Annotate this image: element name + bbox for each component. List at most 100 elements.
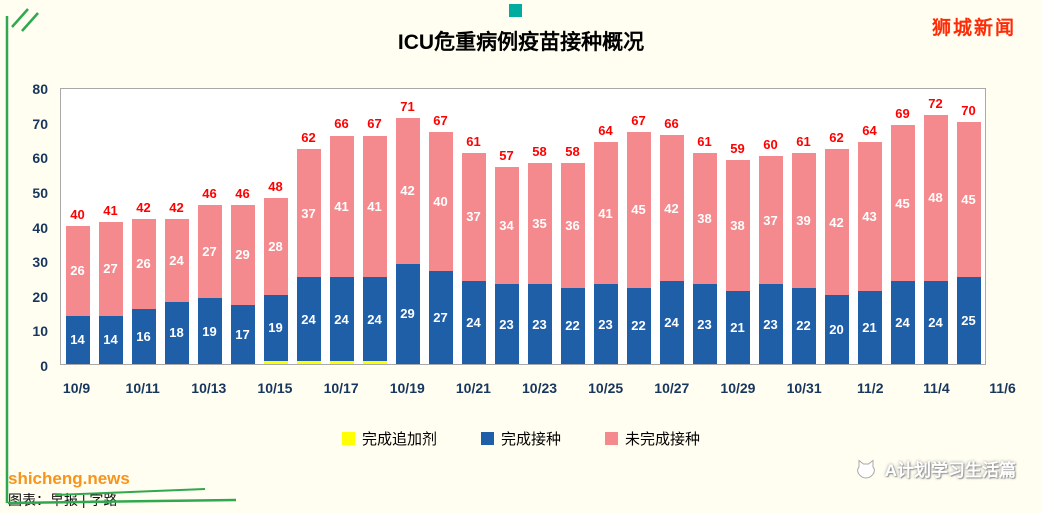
segment-未完成接种: 34: [494, 166, 519, 285]
legend-item: 未完成接种: [605, 428, 700, 449]
segment-未完成接种: 41: [329, 135, 354, 278]
bar-slot-10/12: 18 24 42: [160, 89, 193, 364]
y-tick-label: 50: [32, 184, 48, 201]
watermark: shicheng.news: [8, 469, 130, 488]
segment-完成接种: 23: [692, 284, 717, 364]
segment-未完成接种: 38: [725, 159, 750, 292]
stacked-bar: 14 27: [98, 222, 123, 364]
segment-未完成接种: 35: [527, 163, 552, 285]
bar-slot-11/2: 21 43 64: [853, 89, 886, 364]
segment-完成接种: 20: [824, 294, 849, 364]
segment-未完成接种: 39: [791, 152, 816, 288]
legend-swatch: [341, 432, 355, 445]
segment-未完成接种: 45: [890, 125, 915, 281]
bar-total-label: 46: [235, 185, 250, 201]
bar-slot-10/27: 24 42 66: [655, 89, 688, 364]
bar-total-label: 40: [70, 206, 85, 222]
bar-slot-10/21: 24 37 61: [457, 89, 490, 364]
legend-label: 完成追加剂: [361, 431, 437, 448]
segment-未完成接种: 28: [263, 197, 288, 295]
bar-total-label: 57: [499, 147, 514, 163]
bar-slot-10/23: 23 35 58: [523, 89, 556, 364]
bar-slot-10/19: 29 42 71: [391, 89, 424, 364]
bar-total-label: 72: [928, 95, 943, 111]
bar-total-label: 64: [862, 123, 877, 139]
segment-完成接种: 14: [65, 315, 90, 364]
segment-完成接种: 23: [527, 284, 552, 364]
y-tick-label: 80: [32, 81, 48, 97]
bar-slot-10/10: 14 27 41: [94, 89, 127, 364]
segment-未完成接种: 29: [230, 204, 255, 306]
bar-total-label: 62: [301, 130, 316, 146]
bar-slot-11/1: 20 42 62: [820, 89, 853, 364]
bar-total-label: 67: [433, 113, 448, 129]
x-tick-label: 10/9: [62, 380, 91, 396]
segment-完成接种: 14: [98, 315, 123, 364]
stacked-bar: 29 42: [395, 118, 420, 364]
segment-完成接种: 24: [296, 277, 321, 361]
stacked-bar: 22 39: [791, 152, 816, 364]
segment-未完成接种: 42: [659, 135, 684, 281]
bar-total-label: 48: [268, 178, 283, 194]
bar-total-label: 61: [697, 133, 712, 149]
bar-slot-11/4: 24 48 72: [919, 89, 952, 364]
x-tick-label: 11/2: [857, 380, 884, 396]
x-tick-label: 10/31: [786, 380, 822, 396]
stacked-bar: 19 28: [263, 197, 288, 364]
stacked-bar: 20 42: [824, 149, 849, 364]
stacked-bar: 24 37: [461, 152, 486, 364]
y-tick-label: 20: [32, 288, 48, 305]
x-tick-label: 10/15: [257, 380, 293, 396]
legend: 完成追加剂 完成接种 未完成接种: [0, 428, 1042, 449]
segment-未完成接种: 41: [593, 142, 618, 285]
segment-完成接种: 21: [725, 291, 750, 364]
stacked-bar: 24 42: [659, 135, 684, 364]
segment-完成接种: 24: [890, 280, 915, 364]
bar-slot-10/16: 24 37 62: [292, 89, 325, 364]
stacked-bar: 21 43: [857, 142, 882, 364]
bar-total-label: 59: [730, 140, 745, 156]
bar-slot-10/9: 14 26 40: [61, 89, 94, 364]
y-axis: 0 10 20 30 40 50 60 70 80: [12, 81, 54, 374]
stacked-bar: 23 37: [758, 156, 783, 364]
y-tick-label: 70: [32, 115, 48, 132]
bar-slot-10/13: 19 27 46: [193, 89, 226, 364]
segment-未完成接种: 48: [923, 114, 948, 281]
stacked-bar: 24 45: [890, 125, 915, 364]
x-tick-label: 10/11: [125, 380, 160, 396]
segment-完成接种: 29: [395, 263, 420, 364]
bar-slot-10/25: 23 41 64: [589, 89, 622, 364]
bar-slot-10/31: 22 39 61: [787, 89, 820, 364]
segment-完成接种: 27: [428, 270, 453, 364]
bar-total-label: 46: [202, 185, 217, 201]
stacked-bar: 23 34: [494, 166, 519, 364]
segment-未完成接种: 41: [362, 135, 387, 278]
plot-area: 14 26 40 14 27 41 16 26 42 18 24 42 19 27 46 17 29 46 19 28…: [60, 88, 986, 365]
segment-完成追加剂: [329, 360, 354, 364]
bar-slot-10/15: 19 28 48: [259, 89, 292, 364]
cat-icon: [856, 458, 875, 479]
bar-slot-10/29: 21 38 59: [721, 89, 754, 364]
bar-slot-10/11: 16 26 42: [127, 89, 160, 364]
segment-未完成接种: 42: [395, 118, 420, 264]
segment-未完成接种: 26: [65, 225, 90, 316]
segment-完成接种: 24: [461, 280, 486, 364]
x-tick-label: 10/25: [588, 380, 624, 396]
y-tick-label: 40: [32, 219, 48, 236]
bar-slot-10/26: 22 45 67: [622, 89, 655, 364]
segment-完成接种: 19: [197, 298, 222, 364]
stacked-bar: 21 38: [725, 159, 750, 364]
segment-完成接种: 24: [329, 277, 354, 361]
segment-未完成接种: 37: [758, 156, 783, 285]
bar-slot-10/20: 27 40 67: [424, 89, 457, 364]
bar-total-label: 61: [796, 133, 811, 149]
bar-total-label: 42: [169, 199, 184, 215]
bar-total-label: 42: [136, 199, 151, 215]
bar-total-label: 64: [598, 123, 613, 139]
segment-未完成接种: 43: [857, 142, 882, 292]
segment-完成追加剂: [362, 360, 387, 364]
chart-source-caption: 图表：早报 | 字路: [8, 492, 118, 508]
bar-total-label: 66: [664, 116, 679, 132]
stacked-bar: 24 41: [362, 135, 387, 364]
